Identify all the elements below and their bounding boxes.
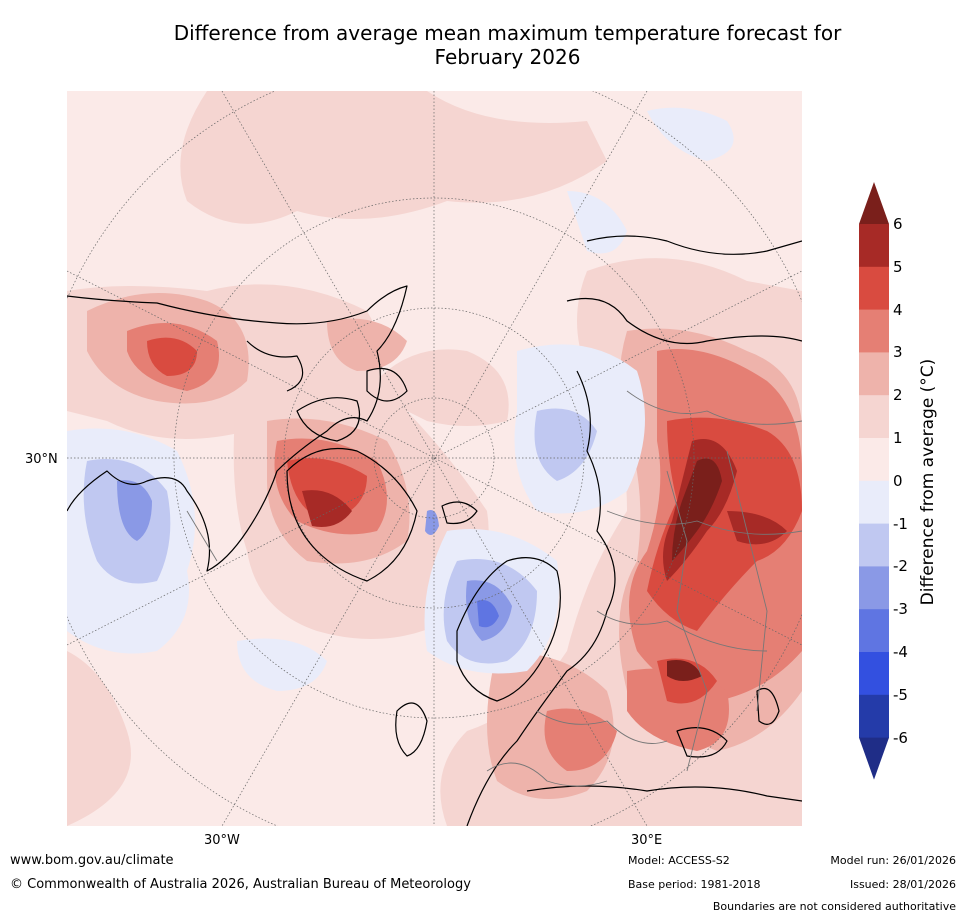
colorbar-under-arrow — [859, 737, 889, 780]
eurasia-coast — [466, 235, 802, 826]
forecast-map — [67, 91, 802, 826]
black-caspian-coast — [676, 687, 780, 758]
anomaly-minus3-minus4 — [477, 600, 499, 628]
graticule — [67, 91, 802, 826]
greenland-coast — [286, 447, 418, 582]
colorbar-tick-label: 0 — [893, 471, 903, 490]
footer-model: Model: ACCESS-S2 — [628, 854, 730, 867]
coastlines — [67, 235, 802, 826]
colorbar-bin — [859, 224, 889, 268]
colorbar-tick-label: 5 — [893, 257, 903, 276]
colorbar-tick-label: 6 — [893, 215, 903, 233]
colorbar-bin — [859, 566, 889, 610]
colorbar-bin — [859, 694, 889, 739]
footer-model-run: Model run: 26/01/2026 — [830, 854, 956, 867]
lon-label-30e: 30°E — [631, 833, 663, 848]
canada-islands-coast — [296, 367, 408, 442]
colorbar-bin — [859, 266, 889, 311]
footer-url: www.bom.gov.au/climate — [10, 853, 174, 868]
colorbar-bin — [859, 480, 889, 525]
colorbar-tick-label: -5 — [893, 685, 908, 704]
anomaly-over-6 — [667, 458, 722, 681]
title-line-1: Difference from average mean maximum tem… — [173, 21, 842, 45]
footer-disclaimer: Boundaries are not considered authoritat… — [712, 900, 956, 913]
colorbar-tick-label: 2 — [893, 386, 903, 405]
footer-issued: Issued: 28/01/2026 — [849, 878, 956, 891]
colorbar-tick-label: 4 — [893, 300, 903, 319]
map-canvas — [67, 91, 802, 826]
colorbar-bin — [859, 652, 889, 696]
colorbar-tick-label: 3 — [893, 343, 903, 362]
colorbar — [859, 182, 889, 780]
colorbar-tick-label: -6 — [893, 728, 908, 747]
colorbar-tick-label: -1 — [893, 514, 908, 533]
colorbar-bin — [859, 395, 889, 439]
colorbar-title-text: Difference from average (°C) — [918, 358, 938, 606]
colorbar-bin — [859, 523, 889, 567]
colorbar-bin — [859, 438, 889, 482]
colorbar-over-arrow — [859, 182, 889, 224]
footer-copyright: © Commonwealth of Australia 2026, Austra… — [10, 877, 471, 892]
lat-label-30n: 30°N — [25, 452, 58, 467]
title-line-2: February 2026 — [434, 45, 581, 69]
colorbar-tick-label: -2 — [893, 557, 908, 576]
colorbar-graphic — [859, 182, 889, 780]
baffin-coast — [246, 340, 304, 392]
iceland-coast — [441, 501, 478, 525]
scandinavia-coast — [456, 557, 561, 702]
colorbar-bin — [859, 352, 889, 396]
colorbar-tick-label: 1 — [893, 429, 903, 447]
colorbar-bin — [859, 309, 889, 353]
colorbar-tick-label: -4 — [893, 643, 908, 661]
mediterranean-coast — [526, 785, 802, 802]
colorbar-bin — [859, 609, 889, 653]
footer-base-period: Base period: 1981-2018 — [628, 878, 761, 891]
colorbar-tick-label: -3 — [893, 600, 908, 619]
uk-coast — [395, 702, 428, 757]
country-borders — [186, 390, 802, 787]
map-title: Difference from average mean maximum tem… — [60, 21, 955, 69]
lon-label-30w: 30°W — [204, 833, 240, 848]
north-america-coast — [67, 285, 408, 572]
